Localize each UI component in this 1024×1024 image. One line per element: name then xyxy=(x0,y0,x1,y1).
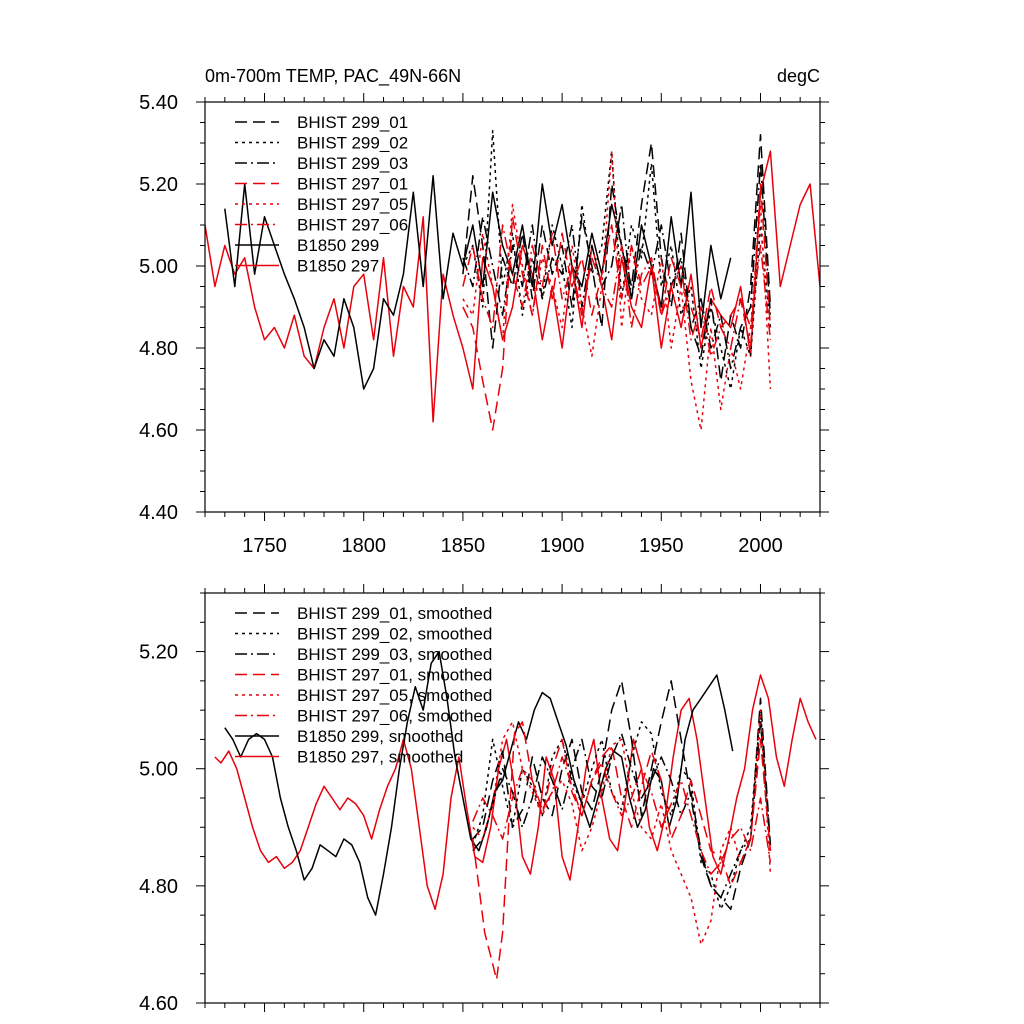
legend-label: BHIST 297_06 xyxy=(297,216,408,235)
bottom-series-layer xyxy=(214,650,817,981)
legend-item: BHIST 299_02 xyxy=(235,134,408,153)
bottom-axes: 4.60 4.80 5.00 5.20 xyxy=(139,584,829,1015)
series-line-b1850-297-smoothed xyxy=(214,674,817,911)
legend-item: B1850 297 xyxy=(235,257,379,276)
y-tick-label: 4.80 xyxy=(139,338,178,360)
series-line-b1850-297 xyxy=(205,150,820,423)
legend-item: BHIST 297_05, smoothed xyxy=(235,686,492,705)
y-tick-label: 5.00 xyxy=(139,759,178,781)
y-tick-label: 5.40 xyxy=(139,92,178,114)
x-tick-label: 1950 xyxy=(639,535,684,557)
series-line-bhist-297-01 xyxy=(462,183,772,431)
legend-label: B1850 299, smoothed xyxy=(297,727,463,746)
legend-label: B1850 297, smoothed xyxy=(297,748,463,767)
legend-label: BHIST 297_05 xyxy=(297,195,408,214)
y-tick-label: 4.60 xyxy=(139,420,178,442)
top-panel-title: 0m-700m TEMP, PAC_49N-66N xyxy=(205,66,461,87)
legend-label: B1850 297 xyxy=(297,257,379,276)
x-tick-label: 2000 xyxy=(738,535,783,557)
y-tick-label: 5.00 xyxy=(139,256,178,278)
legend-item: BHIST 299_03 xyxy=(235,154,408,173)
legend-label: BHIST 299_01 xyxy=(297,113,408,132)
top-series-layer xyxy=(205,129,820,431)
y-tick-label: 5.20 xyxy=(139,174,178,196)
series-line-bhist-297-06-smoothed xyxy=(472,756,772,875)
top-panel: 0m-700m TEMP, PAC_49N-66N degC 1750 1800 1… xyxy=(139,66,829,557)
y-tick-label: 4.40 xyxy=(139,502,178,524)
x-tick-label: 1900 xyxy=(540,535,585,557)
series-line-b1850-299-smoothed xyxy=(224,650,734,916)
series-line-bhist-299-02-smoothed xyxy=(472,709,772,911)
legend-label: BHIST 297_01 xyxy=(297,175,408,194)
legend-label: BHIST 299_02 xyxy=(297,134,408,153)
legend-item: BHIST 297_05 xyxy=(235,195,408,214)
top-axes: 1750 1800 1850 1900 1950 2000 4.40 4.60 4.80 5.00… xyxy=(139,92,829,557)
top-panel-units: degC xyxy=(777,66,820,86)
legend-item: BHIST 297_06, smoothed xyxy=(235,707,492,726)
y-tick-label: 5.20 xyxy=(139,642,178,664)
legend-item: BHIST 297_01, smoothed xyxy=(235,666,492,685)
legend-item: BHIST 299_01, smoothed xyxy=(235,604,492,623)
legend-label: B1850 299 xyxy=(297,236,379,255)
series-line-bhist-299-03-smoothed xyxy=(472,721,772,899)
x-tick-label: 1800 xyxy=(341,535,386,557)
x-tick-label: 1750 xyxy=(242,535,287,557)
legend-item: BHIST 297_06 xyxy=(235,216,408,235)
y-tick-label: 4.60 xyxy=(139,993,178,1015)
legend-item: B1850 299 xyxy=(235,236,379,255)
legend-item: B1850 297, smoothed xyxy=(235,748,463,767)
legend-label: BHIST 299_03, smoothed xyxy=(297,645,492,664)
legend-label: BHIST 299_02, smoothed xyxy=(297,625,492,644)
series-line-bhist-299-01 xyxy=(462,134,772,382)
legend-label: BHIST 299_03 xyxy=(297,154,408,173)
legend-item: BHIST 299_02, smoothed xyxy=(235,625,492,644)
legend-label: BHIST 297_01, smoothed xyxy=(297,666,492,685)
legend-label: BHIST 299_01, smoothed xyxy=(297,604,492,623)
legend-item: BHIST 297_01 xyxy=(235,175,408,194)
x-tick-label: 1850 xyxy=(441,535,486,557)
series-line-bhist-297-06 xyxy=(462,224,772,357)
series-line-bhist-297-01-smoothed xyxy=(472,721,772,981)
legend-item: BHIST 299_01 xyxy=(235,113,408,132)
series-line-bhist-299-02 xyxy=(462,129,772,390)
legend-label: BHIST 297_06, smoothed xyxy=(297,707,492,726)
series-line-bhist-297-05 xyxy=(462,150,772,431)
bottom-panel: 4.604.805.005.20 BHIST 299_01, smoothedB… xyxy=(139,584,829,1015)
series-line-bhist-297-05-smoothed xyxy=(472,709,772,946)
legend-label: BHIST 297_05, smoothed xyxy=(297,686,492,705)
legend-item: BHIST 299_03, smoothed xyxy=(235,645,492,664)
bottom-legend: BHIST 299_01, smoothed BHIST 299_02, smoo… xyxy=(235,604,492,767)
y-tick-label: 4.80 xyxy=(139,876,178,898)
legend-item: B1850 299, smoothed xyxy=(235,727,463,746)
series-line-bhist-299-03 xyxy=(462,162,772,370)
